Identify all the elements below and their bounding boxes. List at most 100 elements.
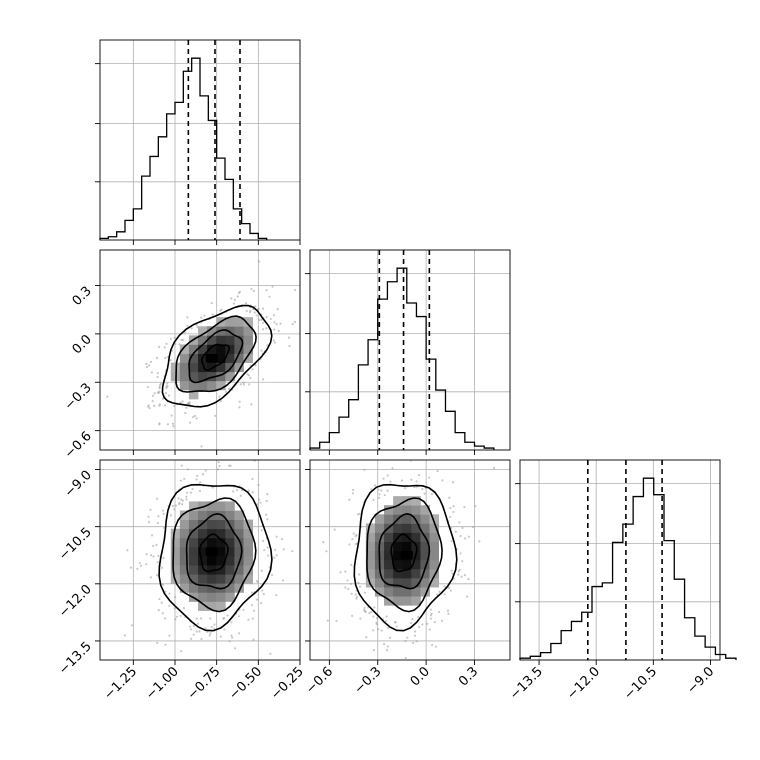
- pair-panel-2-0-sample-point: [247, 489, 250, 492]
- pair-panel-1-0-sample-point: [165, 385, 168, 388]
- pair-panel-2-0-density-cell: [188, 574, 199, 584]
- pair-panel-1-0-sample-point: [265, 327, 268, 330]
- hist-panel-2-frame: [519, 459, 721, 661]
- pair-panel-2-0-sample-point: [185, 498, 188, 501]
- pair-panel-1-0-sample-point: [255, 314, 258, 317]
- pair-panel-1-0-density-cell: [207, 362, 217, 373]
- pair-panel-2-0-sample-point: [251, 477, 254, 481]
- pair-panel-2-1-sample-point: [386, 474, 389, 477]
- pair-panel-2-0-sample-point: [174, 504, 178, 507]
- pair-panel-2-0-sample-point: [265, 513, 268, 516]
- pair-panel-1-0-density-cell: [234, 353, 244, 364]
- pair-panel-2-0-sample-point: [178, 501, 181, 505]
- pair-panel-2-1-sample-point: [354, 542, 358, 546]
- pair-panel-1-0-peak-cell: [205, 354, 218, 363]
- pair-panel-2-1-sample-point: [449, 507, 452, 510]
- pair-panel-2-0-density-cell: [207, 519, 217, 530]
- pair-panel-2-0-density-cell: [216, 537, 226, 548]
- pair-panel-2-1-sample-point: [413, 485, 416, 489]
- pair-panel-1-0-sample-point: [279, 322, 282, 325]
- pair-panel-2-1-sample-point: [363, 610, 367, 613]
- pair-panel-2-0-sample-point: [192, 633, 195, 636]
- pair-panel-2-1-density-cell: [420, 514, 430, 524]
- pair-panel-1-0-sample-point: [166, 423, 170, 426]
- pair-panel-2-0-xtick-label: −1.25: [101, 664, 140, 703]
- pair-panel-2-1-density-cell: [365, 550, 376, 561]
- pair-panel-2-1-sample-point: [377, 628, 380, 631]
- pair-panel-1-0-sample-point: [151, 399, 154, 403]
- pair-panel-2-0-ytick-label: −9.0: [62, 468, 95, 501]
- pair-panel-2-0-sample-point: [236, 488, 239, 492]
- pair-panel-2-1-sample-point: [333, 528, 336, 531]
- pair-panel-2-1-sample-point: [449, 515, 452, 519]
- pair-panel-1-0-sample-point: [190, 327, 193, 330]
- pair-panel-1-0-density-cell: [188, 371, 199, 382]
- pair-panel-1-0-sample-point: [158, 423, 161, 426]
- pair-panel-2-1-sample-point: [363, 468, 366, 471]
- pair-panel-1-0-sample-point: [219, 309, 222, 312]
- pair-panel-1-0-density-cell: [207, 380, 217, 391]
- pair-panel-2-0-sample-point: [204, 469, 207, 472]
- pair-panel-2-1-sample-point: [413, 634, 417, 637]
- pair-panel-1-0-ytick-label: −0.3: [62, 380, 95, 413]
- pair-panel-2-0-density-cell: [179, 510, 190, 521]
- pair-panel-1-0-sample-point: [165, 386, 168, 390]
- pair-panel-1-0-sample-point: [242, 383, 245, 386]
- pair-panel-1-0-density-cell: [198, 362, 208, 373]
- pair-panel-2-1-sample-point: [430, 612, 433, 615]
- pair-panel-2-0-sample-point: [195, 630, 198, 633]
- pair-panel-1-0-density-cell: [179, 353, 190, 364]
- pair-panel-1-0-sample-point: [203, 314, 206, 317]
- pair-panel-2-1-density-cell: [374, 514, 385, 524]
- pair-panel-2-0-density-cell: [243, 555, 253, 566]
- pair-panel-2-0-sample-point: [211, 486, 214, 489]
- pair-panel-2-0-density-cell: [225, 574, 235, 584]
- pair-panel-2-0-sample-point: [156, 561, 159, 564]
- pair-panel-1-0-sample-point: [238, 400, 241, 403]
- pair-panel-1-0-ytick-label: −0.6: [62, 429, 95, 462]
- pair-panel-2-1-sample-point: [383, 642, 386, 646]
- pair-panel-1-0-density-cell: [216, 353, 226, 364]
- pair-panel-2-1-density-cell: [420, 541, 430, 552]
- pair-panel-1-0-sample-point: [193, 414, 197, 418]
- pair-panel-2-1-sample-point: [443, 593, 446, 596]
- pair-panel-1-0-density-cell: [243, 335, 253, 345]
- pair-panel-2-0-sample-point: [242, 457, 244, 459]
- pair-panel-1-0-sample-point: [238, 290, 242, 293]
- pair-panel-2-0-sample-point: [250, 591, 254, 594]
- pair-panel-2-0-sample-point: [281, 579, 285, 582]
- pair-panel-2-0-sample-point: [247, 618, 250, 621]
- pair-panel-2-1-density-cell: [411, 505, 421, 515]
- pair-panel-1-0-sample-point: [251, 368, 254, 371]
- pair-panel-1-0-sample-point: [265, 289, 268, 292]
- pair-panel-2-0-density-cell: [179, 528, 190, 539]
- pair-panel-2-0-sample-point: [147, 521, 151, 524]
- pair-panel-2-1-sample-point: [465, 595, 469, 598]
- pair-panel-2-0-density-cell: [198, 546, 208, 557]
- pair-panel-1-0-sample-point: [276, 308, 279, 311]
- pair-panel-2-1-plot-area: [310, 460, 510, 660]
- pair-panel-1-0-sample-point: [155, 356, 159, 359]
- pair-panel-1-0-sample-point: [172, 425, 175, 428]
- pair-panel-2-0-sample-point: [260, 529, 263, 532]
- pair-panel-2-0-sample-point: [164, 590, 167, 593]
- pair-panel-2-0-sample-point: [300, 531, 302, 533]
- pair-panel-2-0-sample-point: [185, 495, 188, 498]
- pair-panel-1-0-density-cell: [188, 389, 199, 400]
- pair-panel-2-1-density-cell: [420, 577, 430, 588]
- pair-panel-2-0-sample-point: [266, 518, 269, 521]
- pair-panel-2-1-sample-point: [358, 585, 362, 588]
- pair-panel-2-1-density-cell: [420, 550, 430, 561]
- pair-panel-2-0-sample-point: [171, 504, 175, 508]
- pair-panel-2-0-sample-point: [199, 481, 202, 484]
- hist-panel-2-xtick-label: −12.0: [564, 664, 603, 703]
- pair-panel-1-0-sample-point: [249, 376, 252, 380]
- pair-panel-2-1-density-cell: [429, 568, 439, 579]
- pair-panel-2-0-sample-point: [169, 514, 173, 517]
- pair-panel-2-0-sample-point: [168, 604, 171, 607]
- pair-panel-2-0-density-cell: [188, 510, 199, 521]
- pair-panel-1-0-density-cell: [225, 344, 235, 354]
- pair-panel-2-0-sample-point: [217, 461, 220, 464]
- hist-panel-1-frame: [309, 249, 511, 451]
